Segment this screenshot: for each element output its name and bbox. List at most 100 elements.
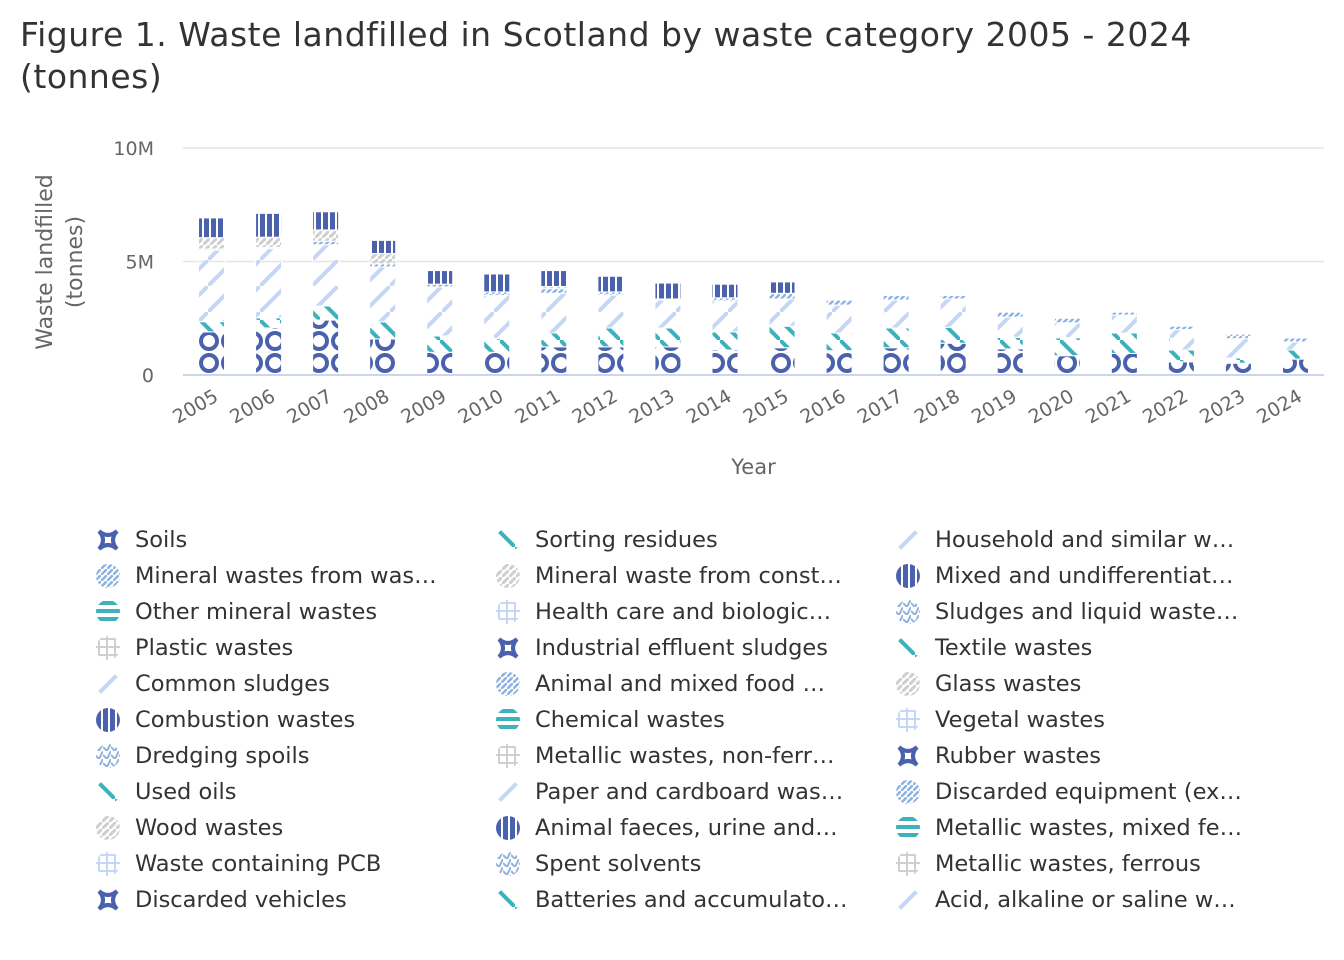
legend-item[interactable]: Textile wastes xyxy=(895,630,1295,666)
legend-item[interactable]: Discarded vehicles xyxy=(95,882,495,918)
legend-item[interactable]: Common sludges xyxy=(95,666,495,702)
bar-segment[interactable] xyxy=(996,348,1024,376)
bar-segment[interactable] xyxy=(597,346,625,376)
bar-segment[interactable] xyxy=(825,332,853,352)
legend-item[interactable]: Discarded equipment (ex… xyxy=(895,774,1295,810)
bar-segment[interactable] xyxy=(768,281,796,294)
bar-segment[interactable] xyxy=(312,244,340,307)
legend-item[interactable]: Animal faeces, urine and… xyxy=(495,810,895,846)
bar-segment[interactable] xyxy=(1167,325,1195,331)
bar-segment[interactable] xyxy=(1224,338,1252,359)
bar-segment[interactable] xyxy=(768,298,796,327)
bar-segment[interactable] xyxy=(540,332,568,348)
bar-segment[interactable] xyxy=(711,300,739,333)
bar-segment[interactable] xyxy=(654,327,682,348)
bar-segment[interactable] xyxy=(1167,349,1195,363)
bar-segment[interactable] xyxy=(1053,337,1081,357)
bar-segment[interactable] xyxy=(1167,329,1195,351)
bar-segment[interactable] xyxy=(369,321,397,340)
bar-segment[interactable] xyxy=(198,217,226,239)
bar-segment[interactable] xyxy=(1110,311,1138,316)
bar-segment[interactable] xyxy=(654,299,682,329)
legend-item[interactable]: Chemical wastes xyxy=(495,702,895,738)
legend-item[interactable]: Sludges and liquid waste… xyxy=(895,594,1295,630)
legend-item[interactable]: Used oils xyxy=(95,774,495,810)
bar-segment[interactable] xyxy=(939,295,967,300)
bar-segment[interactable] xyxy=(255,248,283,319)
bar-segment[interactable] xyxy=(597,294,625,329)
legend-item[interactable]: Metallic wastes, mixed fe… xyxy=(895,810,1295,846)
bar-segment[interactable] xyxy=(1281,358,1309,376)
bar-segment[interactable] xyxy=(1110,352,1138,376)
bar-segment[interactable] xyxy=(768,292,796,300)
bar-segment[interactable] xyxy=(369,338,397,376)
bar-segment[interactable] xyxy=(597,275,625,293)
bar-segment[interactable] xyxy=(996,316,1024,338)
legend-item[interactable]: Other mineral wastes xyxy=(95,594,495,630)
bar-segment[interactable] xyxy=(1053,317,1081,324)
bar-segment[interactable] xyxy=(1224,357,1252,364)
bar-segment[interactable] xyxy=(426,286,454,337)
bar-segment[interactable] xyxy=(882,299,910,329)
bar-segment[interactable] xyxy=(483,351,511,376)
bar-segment[interactable] xyxy=(312,211,340,231)
legend-item[interactable]: Rubber wastes xyxy=(895,738,1295,774)
bar-segment[interactable] xyxy=(597,327,625,348)
bar-segment[interactable] xyxy=(483,338,511,353)
bar-segment[interactable] xyxy=(939,326,967,344)
legend-item[interactable]: Household and similar w… xyxy=(895,522,1295,558)
bar-segment[interactable] xyxy=(198,321,226,333)
bar-segment[interactable] xyxy=(1053,355,1081,376)
bar-segment[interactable] xyxy=(540,288,568,294)
bar-segment[interactable] xyxy=(939,342,967,376)
bar-segment[interactable] xyxy=(1224,333,1252,340)
bar-segment[interactable] xyxy=(882,347,910,376)
bar-segment[interactable] xyxy=(255,327,283,376)
bar-segment[interactable] xyxy=(1281,337,1309,343)
bar-segment[interactable] xyxy=(1224,362,1252,376)
bar-segment[interactable] xyxy=(1110,314,1138,334)
bar-segment[interactable] xyxy=(312,229,340,242)
bar-segment[interactable] xyxy=(711,349,739,376)
legend-item[interactable]: Mineral waste from const… xyxy=(495,558,895,594)
bar-segment[interactable] xyxy=(198,249,226,323)
bar-segment[interactable] xyxy=(426,351,454,376)
bar-segment[interactable] xyxy=(540,346,568,376)
bar-segment[interactable] xyxy=(255,236,283,248)
bar-segment[interactable] xyxy=(369,266,397,323)
bar-segment[interactable] xyxy=(654,282,682,300)
legend-item[interactable]: Plastic wastes xyxy=(95,630,495,666)
bar-segment[interactable] xyxy=(483,295,511,340)
legend-item[interactable]: Combustion wastes xyxy=(95,702,495,738)
bar-segment[interactable] xyxy=(312,240,340,246)
bar-segment[interactable] xyxy=(312,305,340,321)
legend-item[interactable]: Waste containing PCB xyxy=(95,846,495,882)
bar-segment[interactable] xyxy=(654,346,682,376)
legend-item[interactable]: Animal and mixed food … xyxy=(495,666,895,702)
bar-segment[interactable] xyxy=(369,253,397,265)
bar-segment[interactable] xyxy=(255,317,283,329)
bar-segment[interactable] xyxy=(939,298,967,328)
bar-segment[interactable] xyxy=(825,350,853,376)
bar-segment[interactable] xyxy=(768,325,796,349)
legend-item[interactable]: Health care and biologic… xyxy=(495,594,895,630)
bar-segment[interactable] xyxy=(312,319,340,376)
bar-segment[interactable] xyxy=(255,212,283,238)
legend-item[interactable]: Metallic wastes, non-ferr… xyxy=(495,738,895,774)
bar-segment[interactable] xyxy=(426,335,454,353)
bar-segment[interactable] xyxy=(1053,322,1081,339)
bar-segment[interactable] xyxy=(882,295,910,301)
legend-item[interactable]: Spent solvents xyxy=(495,846,895,882)
bar-segment[interactable] xyxy=(711,331,739,351)
bar-segment[interactable] xyxy=(1110,332,1138,354)
legend-item[interactable]: Wood wastes xyxy=(95,810,495,846)
bar-segment[interactable] xyxy=(426,270,454,285)
legend-item[interactable]: Paper and cardboard was… xyxy=(495,774,895,810)
legend-item[interactable]: Metallic wastes, ferrous xyxy=(895,846,1295,882)
bar-segment[interactable] xyxy=(996,311,1024,318)
bar-segment[interactable] xyxy=(711,283,739,299)
bar-segment[interactable] xyxy=(768,347,796,376)
bar-segment[interactable] xyxy=(1281,341,1309,351)
legend-item[interactable]: Vegetal wastes xyxy=(895,702,1295,738)
bar-segment[interactable] xyxy=(882,327,910,349)
